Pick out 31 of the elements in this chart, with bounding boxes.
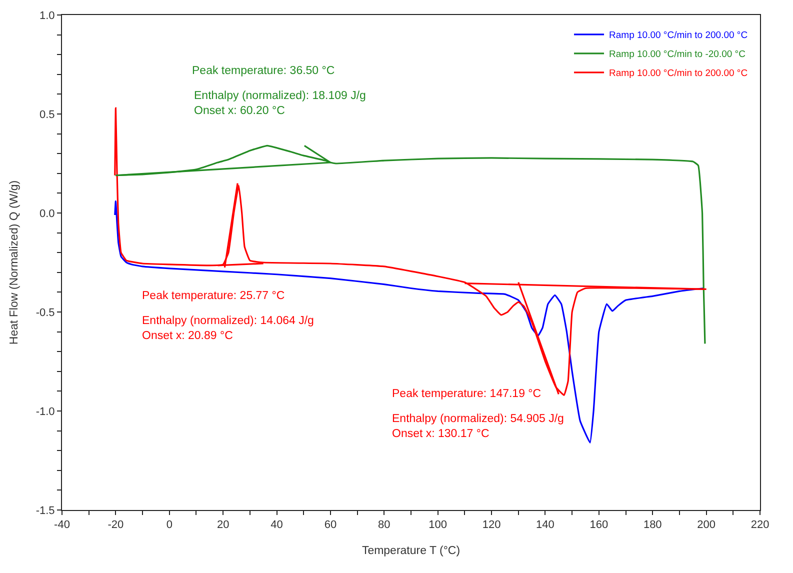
x-tick-label: 0 <box>166 519 172 532</box>
annotation: Peak temperature: 25.77 °C <box>142 290 285 302</box>
x-tick-label: 180 <box>643 519 662 532</box>
x-tick-label: 60 <box>324 519 337 532</box>
legend-label: Ramp 10.00 °C/min to 200.00 °C <box>609 30 748 42</box>
x-tick-label: -40 <box>54 519 70 532</box>
annotation: Enthalpy (normalized): 54.905 J/g Onset x: 130.17 °C <box>392 413 564 440</box>
x-tick-label: 220 <box>750 519 770 532</box>
x-axis-title: Temperature T (°C) <box>362 544 460 557</box>
y-tick-label: 0.5 <box>40 108 55 121</box>
y-tick-label: 0.0 <box>40 208 55 220</box>
x-tick-label: 100 <box>428 519 448 532</box>
x-tick-label: 120 <box>482 519 501 532</box>
y-tick-label: -0.5 <box>36 306 55 319</box>
y-tick-label: 1.0 <box>40 10 55 22</box>
annotation: Enthalpy (normalized): 14.064 J/g Onset x: 20.89 °C <box>142 315 314 342</box>
y-tick-label: -1.0 <box>36 406 55 418</box>
annotation: Peak temperature: 36.50 °C <box>192 65 335 77</box>
legend-label: Ramp 10.00 °C/min to 200.00 °C <box>609 68 748 80</box>
annotation: Peak temperature: 147.19 °C <box>392 388 542 400</box>
y-tick-label: -1.5 <box>36 504 55 517</box>
x-tick-label: 40 <box>270 519 283 532</box>
x-tick-label: 200 <box>697 519 716 532</box>
x-tick-label: 140 <box>536 519 554 532</box>
legend-label: Ramp 10.00 °C/min to -20.00 °C <box>609 49 746 60</box>
x-tick-label: 20 <box>216 519 230 532</box>
x-tick-label: -20 <box>108 519 124 532</box>
x-tick-label: 160 <box>590 519 608 532</box>
y-axis-title: Heat Flow (Normalized) Q (W/g) <box>8 180 20 345</box>
x-tick-label: 80 <box>378 519 390 532</box>
annotation: Enthalpy (normalized): 18.109 J/g Onset x: 60.20 °C <box>194 90 366 117</box>
